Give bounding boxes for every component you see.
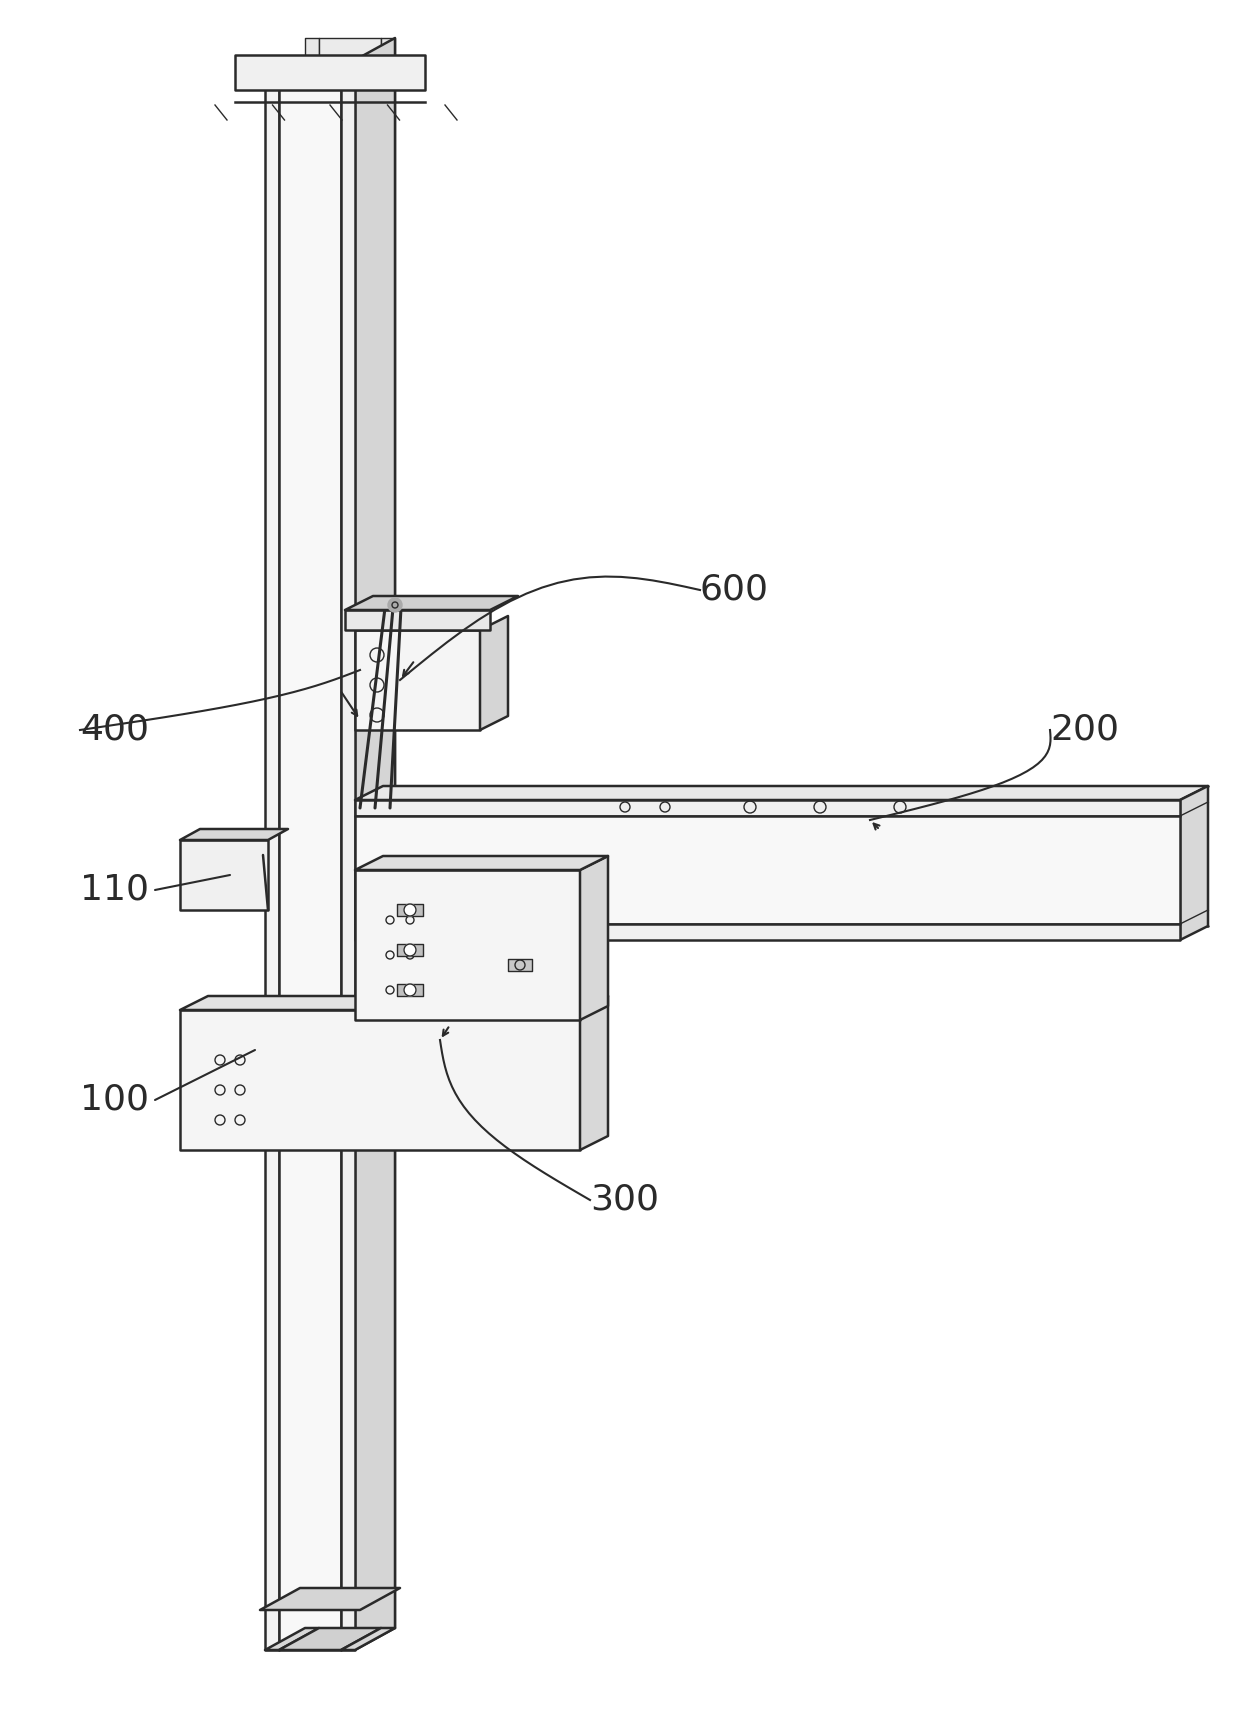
Polygon shape (355, 923, 1180, 940)
Polygon shape (355, 630, 480, 729)
Polygon shape (397, 983, 423, 995)
Text: 110: 110 (81, 873, 149, 908)
Polygon shape (355, 786, 1208, 800)
Circle shape (404, 944, 415, 956)
Polygon shape (180, 841, 268, 909)
Polygon shape (580, 856, 608, 1019)
Polygon shape (305, 38, 319, 1628)
Text: 600: 600 (701, 573, 769, 607)
Polygon shape (180, 995, 608, 1011)
Polygon shape (236, 55, 425, 89)
Circle shape (404, 904, 415, 916)
Polygon shape (397, 904, 423, 916)
Polygon shape (180, 829, 288, 841)
Text: 300: 300 (590, 1182, 658, 1217)
Polygon shape (265, 60, 279, 1651)
Polygon shape (180, 1011, 580, 1150)
Text: 200: 200 (1050, 714, 1118, 746)
Polygon shape (355, 870, 580, 1019)
Polygon shape (345, 609, 490, 630)
Polygon shape (1180, 786, 1208, 940)
Polygon shape (355, 856, 608, 870)
Polygon shape (355, 817, 1180, 923)
Polygon shape (341, 1628, 396, 1651)
Polygon shape (580, 995, 608, 1150)
Polygon shape (260, 1587, 401, 1610)
Polygon shape (279, 60, 341, 1651)
Text: 400: 400 (81, 714, 149, 746)
Polygon shape (355, 38, 396, 1651)
Circle shape (388, 597, 402, 613)
Polygon shape (345, 595, 518, 609)
Polygon shape (355, 800, 1180, 817)
Polygon shape (480, 616, 508, 729)
Polygon shape (508, 959, 532, 971)
Polygon shape (381, 38, 396, 1628)
Polygon shape (319, 38, 381, 1628)
Text: 100: 100 (81, 1083, 149, 1117)
Polygon shape (397, 944, 423, 956)
Polygon shape (341, 60, 355, 1651)
Polygon shape (265, 1628, 319, 1651)
Circle shape (404, 983, 415, 995)
Polygon shape (279, 1628, 381, 1651)
